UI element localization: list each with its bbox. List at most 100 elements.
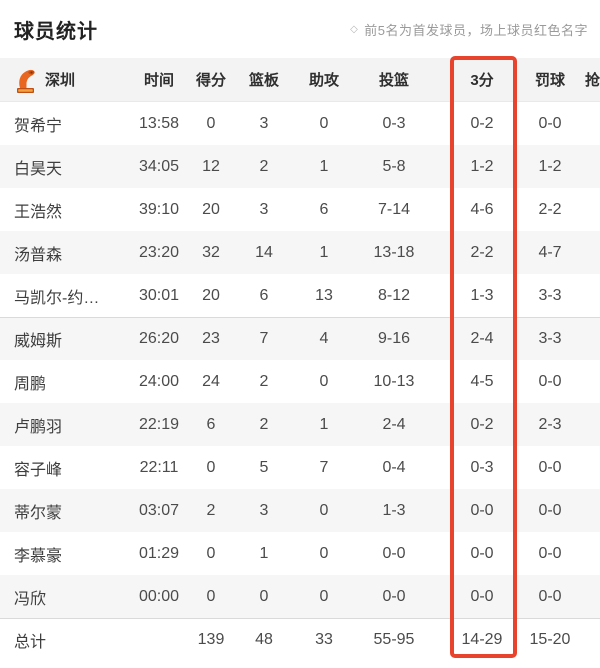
panel-titlebar: 球员统计 ◇ 前5名为首发球员，场上球员红色名字 bbox=[0, 0, 600, 58]
stat-cell-ft: 0-0 bbox=[538, 587, 562, 605]
stat-cell-fg: 7-14 bbox=[377, 200, 411, 218]
stat-cell-time: 22:19 bbox=[138, 415, 180, 433]
stat-cell-time: 00:00 bbox=[138, 587, 180, 605]
player-name-cell: 白昊天 bbox=[14, 160, 63, 178]
table-row[interactable]: 威姆斯 26:20 23 7 4 9-16 2-4 3-3 bbox=[0, 317, 600, 360]
player-name-cell: 马凯尔-约… bbox=[14, 289, 100, 307]
stat-cell-fg: 9-16 bbox=[377, 330, 411, 347]
stat-cell-ast: 1 bbox=[319, 157, 329, 175]
column-header-7: 抢断 bbox=[585, 72, 600, 89]
stat-cell-pts: 0 bbox=[206, 544, 216, 562]
stat-cell-tp: 0-2 bbox=[470, 415, 494, 433]
column-header-3: 助攻 bbox=[308, 72, 339, 89]
table-row[interactable]: 周鹏 24:00 24 2 0 10-13 4-5 0-0 bbox=[0, 360, 600, 403]
legend-note: ◇ 前5名为首发球员，场上球员红色名字 bbox=[350, 20, 588, 39]
table-header-row: 深圳 时间 得分 篮板 助攻 投篮 3分 罚球 抢断 bbox=[0, 58, 600, 102]
table-row[interactable]: 白昊天 34:05 12 2 1 5-8 1-2 1-2 bbox=[0, 145, 600, 188]
stat-cell-ft: 0-0 bbox=[538, 501, 562, 519]
stat-cell-time: 24:00 bbox=[138, 372, 180, 390]
stat-cell-pts: 0 bbox=[206, 114, 216, 132]
stat-cell-ft: 0-0 bbox=[538, 372, 562, 390]
team-logo-icon bbox=[14, 66, 37, 94]
player-name-cell: 威姆斯 bbox=[14, 333, 63, 350]
table-row[interactable]: 王浩然 39:10 20 3 6 7-14 4-6 2-2 bbox=[0, 188, 600, 231]
stat-cell-time: 22:11 bbox=[139, 458, 179, 476]
stats-table: 深圳 时间 得分 篮板 助攻 投篮 3分 罚球 抢断 贺希宁 13:58 0 3 0 0-3 0-2 0-0… bbox=[0, 58, 600, 661]
page-title: 球员统计 bbox=[14, 20, 98, 43]
table-row[interactable]: 汤普森 23:20 32 14 1 13-18 2-2 4-7 bbox=[0, 231, 600, 274]
stat-cell-time: 01:29 bbox=[138, 544, 180, 562]
table-body: 贺希宁 13:58 0 3 0 0-3 0-2 0-0 白昊天 34:05 12 2 1 5-8 1-2 1-… bbox=[0, 102, 600, 661]
note-bullet-icon: ◇ bbox=[350, 23, 359, 35]
stat-cell-ft: 2-3 bbox=[538, 415, 562, 433]
player-name-cell: 冯欣 bbox=[14, 590, 47, 608]
stat-cell-ast: 7 bbox=[319, 458, 329, 476]
stat-cell-pts: 20 bbox=[202, 200, 220, 218]
stat-cell-reb: 6 bbox=[259, 286, 269, 304]
stat-cell-time: 34:05 bbox=[138, 157, 180, 175]
stat-cell-ft: 4-7 bbox=[538, 243, 562, 261]
stat-cell-fg: 1-3 bbox=[382, 501, 406, 519]
stat-cell-ft: 3-3 bbox=[538, 330, 562, 347]
table-row[interactable]: 蒂尔蒙 03:07 2 3 0 1-3 0-0 0-0 bbox=[0, 489, 600, 532]
stat-cell-pts: 20 bbox=[202, 286, 220, 304]
stat-cell-fg: 0-3 bbox=[382, 114, 406, 132]
player-name-cell: 总计 bbox=[14, 634, 47, 651]
stat-cell-ast: 0 bbox=[319, 587, 329, 605]
stat-cell-reb: 5 bbox=[259, 458, 269, 476]
column-header-5: 3分 bbox=[470, 72, 494, 89]
stat-cell-reb: 2 bbox=[259, 372, 269, 390]
stat-cell-pts: 32 bbox=[202, 243, 220, 261]
stat-cell-tp: 4-5 bbox=[470, 372, 494, 390]
stat-cell-fg: 5-8 bbox=[382, 157, 406, 175]
column-header-2: 篮板 bbox=[248, 72, 279, 89]
stat-cell-tp: 0-3 bbox=[470, 458, 494, 476]
stat-cell-ft: 2-2 bbox=[538, 200, 562, 218]
stat-cell-reb: 0 bbox=[259, 587, 269, 605]
stat-cell-ft: 3-3 bbox=[538, 286, 562, 304]
player-name-cell: 李慕豪 bbox=[14, 547, 63, 565]
stat-cell-pts: 24 bbox=[202, 372, 220, 390]
stat-cell-tp: 2-2 bbox=[470, 243, 494, 261]
stat-cell-fg: 13-18 bbox=[373, 243, 415, 261]
stat-cell-fg: 8-12 bbox=[377, 286, 411, 304]
stat-cell-tp: 4-6 bbox=[470, 200, 494, 218]
stat-cell-ft: 0-0 bbox=[538, 544, 562, 562]
table-row[interactable]: 冯欣 00:00 0 0 0 0-0 0-0 0-0 bbox=[0, 575, 600, 618]
stat-cell-pts: 0 bbox=[206, 458, 216, 476]
stat-cell-ast: 1 bbox=[319, 415, 329, 433]
stat-cell-tp: 1-2 bbox=[470, 157, 494, 175]
stat-cell-reb: 7 bbox=[259, 330, 269, 347]
table-row[interactable]: 李慕豪 01:29 0 1 0 0-0 0-0 0-0 bbox=[0, 532, 600, 575]
table-row[interactable]: 容子峰 22:11 0 5 7 0-4 0-3 0-0 bbox=[0, 446, 600, 489]
stat-cell-time: 03:07 bbox=[138, 501, 180, 519]
totals-row: 总计 139 48 33 55-95 14-29 15-20 bbox=[0, 618, 600, 661]
team-header-cell: 深圳 bbox=[0, 66, 128, 94]
player-name-cell: 蒂尔蒙 bbox=[14, 504, 63, 522]
stat-cell-time: 23:20 bbox=[138, 243, 180, 261]
stat-cell-ft: 0-0 bbox=[538, 458, 562, 476]
player-name-cell: 周鹏 bbox=[14, 375, 47, 393]
player-name-cell: 贺希宁 bbox=[14, 117, 63, 135]
stat-cell-reb: 3 bbox=[259, 114, 269, 132]
table-row[interactable]: 卢鹏羽 22:19 6 2 1 2-4 0-2 2-3 bbox=[0, 403, 600, 446]
column-header-4: 投篮 bbox=[378, 72, 409, 89]
player-name-cell: 汤普森 bbox=[14, 246, 63, 264]
stat-cell-tp: 0-0 bbox=[470, 544, 494, 562]
stat-cell-ft: 0-0 bbox=[538, 114, 562, 132]
stat-cell-ast: 13 bbox=[315, 286, 333, 304]
stat-cell-fg: 0-4 bbox=[382, 458, 406, 476]
table-row[interactable]: 贺希宁 13:58 0 3 0 0-3 0-2 0-0 bbox=[0, 102, 600, 145]
stat-cell-fg: 2-4 bbox=[382, 415, 406, 433]
table-row[interactable]: 马凯尔-约… 30:01 20 6 13 8-12 1-3 3-3 bbox=[0, 274, 600, 317]
stat-cell-fg: 0-0 bbox=[382, 544, 406, 562]
stat-cell-ast: 1 bbox=[319, 243, 329, 261]
stat-cell-pts: 12 bbox=[202, 157, 220, 175]
stat-cell-time: 26:20 bbox=[138, 330, 180, 347]
stat-cell-reb: 2 bbox=[259, 157, 269, 175]
stat-cell-ft: 15-20 bbox=[529, 631, 571, 648]
stat-cell-tp: 0-0 bbox=[470, 501, 494, 519]
legend-note-text: 前5名为首发球员，场上球员红色名字 bbox=[364, 22, 588, 38]
stat-cell-time: 39:10 bbox=[138, 200, 180, 218]
